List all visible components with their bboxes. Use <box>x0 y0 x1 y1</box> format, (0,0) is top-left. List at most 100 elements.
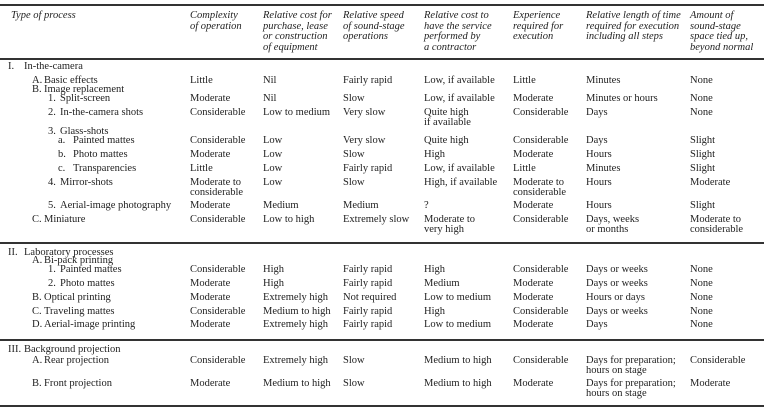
column-header: Relative cost to have the service perfor… <box>424 10 492 53</box>
table-cell: Very slow <box>343 135 386 146</box>
row-marker: 1. <box>48 264 56 275</box>
table-cell: Moderate <box>690 177 731 188</box>
table-cell: Slow <box>343 93 365 104</box>
table-cell: Minutes or hours <box>586 93 658 104</box>
table-cell: Moderate <box>690 378 731 389</box>
table-cell: None <box>690 306 713 317</box>
table-cell: Very slow <box>343 107 386 118</box>
row-marker: 4. <box>48 177 56 188</box>
column-header: Relative speed of sound-stage operations <box>343 10 405 42</box>
table-cell: Low to medium <box>424 292 492 303</box>
table-cell: Slight <box>690 200 716 211</box>
table-cell: Considerable <box>513 306 569 317</box>
table-cell: Little <box>513 163 536 174</box>
row-marker: 2. <box>48 107 56 118</box>
table-cell: Hours or days <box>586 292 645 303</box>
table-cell: Minutes <box>586 163 621 174</box>
table-cell: Moderate <box>190 149 231 160</box>
table-cell: Little <box>190 75 213 86</box>
table-cell: Moderate <box>513 378 554 389</box>
table-cell: Slight <box>690 163 716 174</box>
row-label: Aerial-image photography <box>60 200 172 211</box>
table-cell: Considerable <box>190 214 246 225</box>
row-label: Optical printing <box>44 292 111 303</box>
row-marker: 3. <box>48 126 56 137</box>
table-rule <box>0 242 764 244</box>
row-label: Photo mattes <box>60 278 115 289</box>
row-label: Photo mattes <box>73 149 128 160</box>
table-cell: Considerable <box>190 264 246 275</box>
table-cell: Low, if available <box>424 75 495 86</box>
table-cell: High <box>263 278 284 289</box>
table-cell: Moderate <box>190 292 231 303</box>
table-cell: Moderate to very high <box>424 214 476 235</box>
row-label: Miniature <box>44 214 86 225</box>
table-cell: Fairly rapid <box>343 306 393 317</box>
table-cell: Hours <box>586 177 612 188</box>
table-cell: Days for preparation; hours on stage <box>586 355 676 376</box>
table-cell: Days <box>586 107 608 118</box>
section-marker: I. <box>8 61 15 72</box>
column-header: Complexity of operation <box>190 10 242 32</box>
table-cell: Considerable <box>513 355 569 366</box>
table-cell: Low <box>263 163 283 174</box>
table-cell: Slow <box>343 177 365 188</box>
table-cell: Considerable <box>190 355 246 366</box>
row-marker: 1. <box>48 93 56 104</box>
row-label: Glass-shots <box>60 126 109 137</box>
row-label: Split-screen <box>60 93 111 104</box>
row-label: Painted mattes <box>73 135 135 146</box>
table-rule <box>0 58 764 60</box>
table-cell: None <box>690 319 713 330</box>
column-header: Type of process <box>11 10 76 21</box>
column-header: Experience required for execution <box>513 10 564 42</box>
row-label: Mirror-shots <box>60 177 113 188</box>
table-cell: Days <box>586 135 608 146</box>
table-cell: Medium to high <box>424 378 492 389</box>
table-cell: High <box>424 264 445 275</box>
section-label: Laboratory processes <box>24 247 114 258</box>
table-cell: Low to high <box>263 214 315 225</box>
section-label: Background projection <box>24 344 121 355</box>
table-cell: Days or weeks <box>586 306 648 317</box>
table-cell: Moderate to considerable <box>690 214 744 235</box>
table-cell: Considerable <box>513 214 569 225</box>
table-cell: Moderate <box>190 319 231 330</box>
table-cell: Medium to high <box>263 378 331 389</box>
table-cell: Extremely high <box>263 355 329 366</box>
row-marker: B. <box>32 292 42 303</box>
table-cell: Moderate <box>190 200 231 211</box>
table-cell: Medium <box>343 200 379 211</box>
table-cell: Low to medium <box>263 107 331 118</box>
table-cell: Considerable <box>513 135 569 146</box>
table-cell: Low <box>263 149 283 160</box>
table-cell: Considerable <box>513 264 569 275</box>
table-cell: Moderate <box>190 378 231 389</box>
table-cell: Low <box>263 177 283 188</box>
table-cell: Slow <box>343 378 365 389</box>
table-cell: Medium to high <box>424 355 492 366</box>
table-rule <box>0 405 764 407</box>
table-cell: Slow <box>343 149 365 160</box>
table-cell: Fairly rapid <box>343 264 393 275</box>
table-cell: High, if available <box>424 177 498 188</box>
row-label: Rear projection <box>44 355 110 366</box>
table-cell: Considerable <box>690 355 746 366</box>
table-cell: Considerable <box>190 135 246 146</box>
table-cell: Minutes <box>586 75 621 86</box>
table-cell: None <box>690 292 713 303</box>
table-cell: Hours <box>586 149 612 160</box>
table-cell: Hours <box>586 200 612 211</box>
row-marker: A. <box>32 255 43 266</box>
table-cell: Days for preparation; hours on stage <box>586 378 676 399</box>
table-cell: Low, if available <box>424 93 495 104</box>
row-marker: C. <box>32 306 42 317</box>
table-cell: Not required <box>343 292 397 303</box>
table-cell: None <box>690 107 713 118</box>
table-cell: Moderate to considerable <box>190 177 244 198</box>
table-cell: Medium to high <box>263 306 331 317</box>
table-cell: Fairly rapid <box>343 75 393 86</box>
table-cell: Low, if available <box>424 163 495 174</box>
row-marker: C. <box>32 214 42 225</box>
table-cell: Fairly rapid <box>343 163 393 174</box>
